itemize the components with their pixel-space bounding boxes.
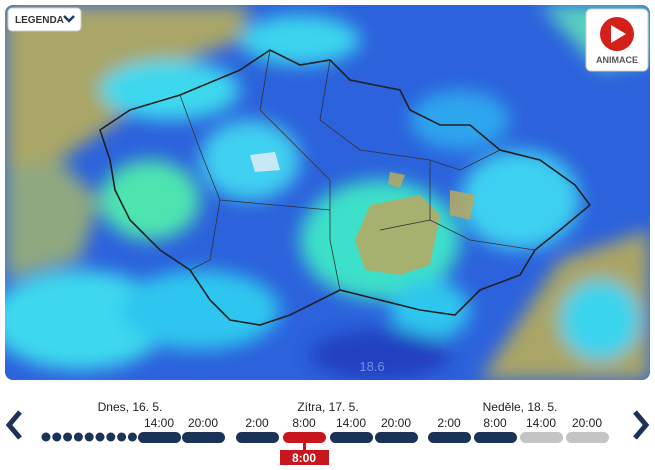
time-slot[interactable] [520, 432, 563, 443]
legend-button[interactable] [7, 7, 82, 32]
time-slot[interactable] [474, 432, 517, 443]
play-triangle [611, 25, 626, 43]
legend-button-label: LEGENDA [15, 15, 64, 26]
time-slot[interactable] [138, 432, 181, 443]
past-slot[interactable] [52, 432, 62, 442]
slot-label: 20:00 [381, 416, 411, 430]
slot-label: 8:00 [483, 416, 507, 430]
time-slot[interactable] [330, 432, 373, 443]
animation-button-label: ANIMACE [596, 55, 638, 65]
time-slot[interactable] [375, 432, 418, 443]
past-slot[interactable] [63, 432, 73, 442]
time-slot[interactable] [566, 432, 609, 443]
past-slot[interactable] [73, 432, 83, 442]
prev-arrow[interactable] [5, 410, 22, 440]
slot-label: 20:00 [188, 416, 218, 430]
selected-box [280, 450, 329, 465]
slot-label: 2:00 [245, 416, 269, 430]
past-slot[interactable] [41, 432, 51, 442]
slot-label: 14:00 [336, 416, 366, 430]
slot-label: 20:00 [572, 416, 602, 430]
time-slot[interactable] [283, 432, 326, 443]
map-label: 18.6 [359, 359, 384, 374]
slot-label: 8:00 [292, 416, 316, 430]
day-label: Dnes, 16. 5. [98, 400, 163, 414]
past-slot[interactable] [95, 432, 105, 442]
past-slot[interactable] [127, 432, 137, 442]
past-slot[interactable] [117, 432, 127, 442]
slot-label: 14:00 [144, 416, 174, 430]
day-label: Zítra, 17. 5. [297, 400, 358, 414]
selected-time: 8:00 [292, 451, 316, 465]
time-slot[interactable] [182, 432, 225, 443]
day-label: Neděle, 18. 5. [483, 400, 558, 414]
time-slot[interactable] [428, 432, 471, 443]
next-arrow[interactable] [633, 410, 650, 440]
radar-map: 18.6 [5, 5, 650, 380]
past-slot[interactable] [106, 432, 116, 442]
time-slot[interactable] [236, 432, 279, 443]
slot-label: 14:00 [526, 416, 556, 430]
slot-label: 2:00 [437, 416, 461, 430]
selected-connector [303, 443, 306, 451]
legend-chevron [63, 15, 75, 23]
past-slot[interactable] [84, 432, 94, 442]
